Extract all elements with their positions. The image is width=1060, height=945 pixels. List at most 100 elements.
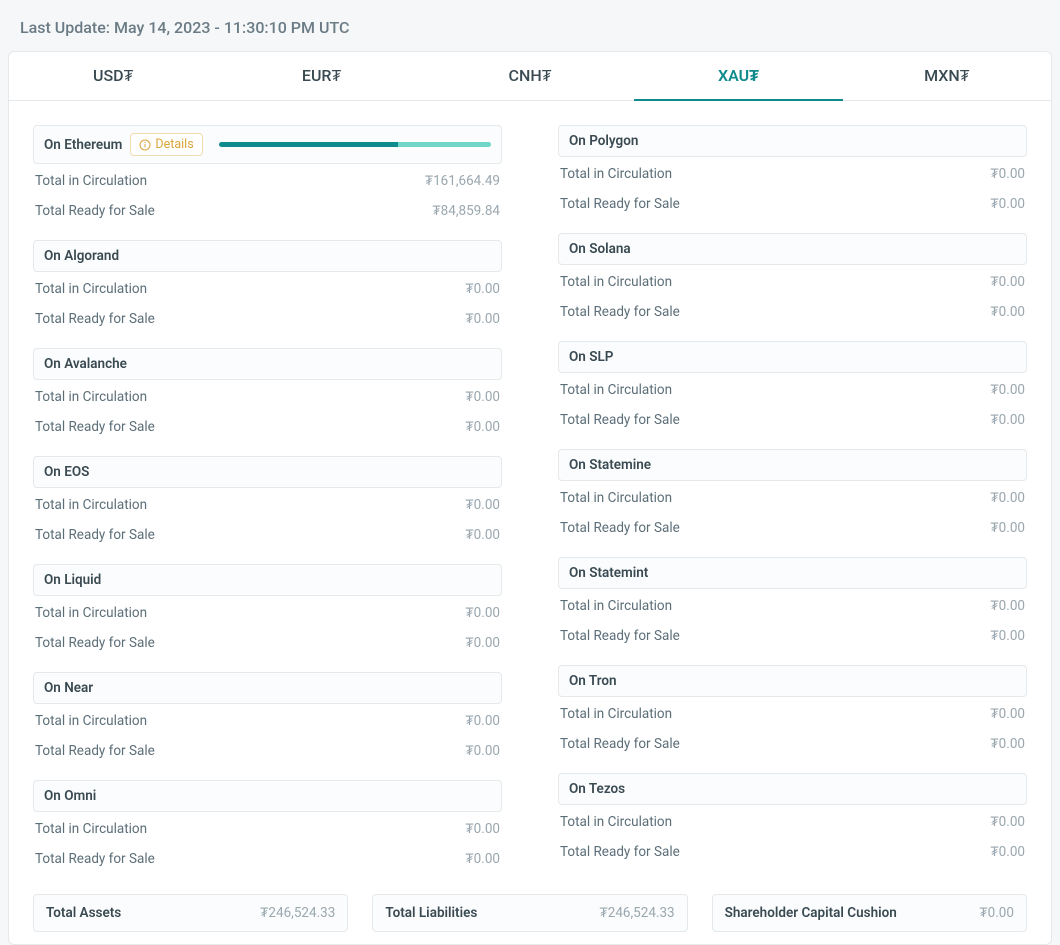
ready-label: Total Ready for Sale	[35, 527, 155, 543]
ready-row: Total Ready for Sale₮0.00	[33, 734, 502, 764]
chain-header: On Statemint	[558, 557, 1027, 589]
chain-block: On OmniTotal in Circulation₮0.00Total Re…	[33, 780, 502, 872]
chain-block: On PolygonTotal in Circulation₮0.00Total…	[558, 125, 1027, 217]
ready-value: ₮0.00	[990, 628, 1025, 644]
circulation-row: Total in Circulation₮0.00	[558, 265, 1027, 295]
tab-usd[interactable]: USD₮	[9, 52, 217, 100]
circulation-row: Total in Circulation₮0.00	[558, 157, 1027, 187]
circulation-value: ₮0.00	[465, 713, 500, 729]
ready-row: Total Ready for Sale₮0.00	[558, 187, 1027, 217]
ready-label: Total Ready for Sale	[560, 520, 680, 536]
ready-label: Total Ready for Sale	[560, 196, 680, 212]
ready-row: Total Ready for Sale ₮0.00	[33, 842, 502, 872]
ready-row: Total Ready for Sale₮0.00	[558, 835, 1027, 865]
circulation-progress	[219, 142, 491, 147]
ready-value: ₮0.00	[990, 520, 1025, 536]
chain-block: On TronTotal in Circulation₮0.00Total Re…	[558, 665, 1027, 757]
ready-label: Total Ready for Sale	[35, 635, 155, 651]
chain-block: On StatemintTotal in Circulation₮0.00Tot…	[558, 557, 1027, 649]
chain-column: On Polygon Total in Circulation ₮0.00 Total…	[558, 125, 1027, 888]
circulation-label: Total in Circulation	[35, 605, 147, 621]
tab-cnh[interactable]: CNH₮	[426, 52, 634, 100]
ready-label: Total Ready for Sale	[35, 419, 155, 435]
chain-block: On SolanaTotal in Circulation₮0.00Total …	[558, 233, 1027, 325]
transparency-card: USD₮EUR₮CNH₮XAU₮MXN₮ On Ethereum Details T…	[8, 51, 1052, 945]
chain-title: On Algorand	[44, 248, 119, 264]
ready-value: ₮0.00	[465, 635, 500, 651]
chain-grid: On Ethereum Details Total in Circulation₮1…	[33, 125, 1027, 888]
chain-header: On Avalanche	[33, 348, 502, 380]
chain-header: On Polygon	[558, 125, 1027, 157]
chain-header: On Algorand	[33, 240, 502, 272]
ready-row: Total Ready for Sale₮0.00	[558, 403, 1027, 433]
tab-xau[interactable]: XAU₮	[634, 52, 842, 100]
chain-title: On Near	[44, 680, 93, 696]
ready-label: Total Ready for Sale	[560, 304, 680, 320]
circulation-row: Total in Circulation₮161,664.49	[33, 164, 502, 194]
circulation-value: ₮0.00	[465, 821, 500, 837]
chain-header: On Liquid	[33, 564, 502, 596]
circulation-label: Total in Circulation	[35, 497, 147, 513]
circulation-label: Total in Circulation	[35, 389, 147, 405]
circulation-row: Total in Circulation ₮0.00	[558, 697, 1027, 727]
content: On Ethereum Details Total in Circulation₮1…	[9, 101, 1051, 944]
total-value: ₮0.00	[979, 905, 1014, 921]
chain-header: On Solana	[558, 233, 1027, 265]
ready-label: Total Ready for Sale	[560, 628, 680, 644]
circulation-label: Total in Circulation	[560, 598, 672, 614]
ready-value: ₮0.00	[990, 844, 1025, 860]
chain-block: On SLPTotal in Circulation₮0.00Total Rea…	[558, 341, 1027, 433]
total-label: Total Liabilities	[385, 905, 477, 921]
ready-row: Total Ready for Sale₮84,859.84	[33, 194, 502, 224]
circulation-row: Total in Circulation₮0.00	[558, 589, 1027, 619]
circulation-label: Total in Circulation	[560, 706, 672, 722]
chain-block: On Liquid Total in Circulation ₮0.00 Total …	[33, 564, 502, 656]
ready-label: Total Ready for Sale	[35, 311, 155, 327]
chain-title: On Tezos	[569, 781, 625, 797]
chain-title: On Statemine	[569, 457, 651, 473]
chain-title: On EOS	[44, 464, 89, 480]
circulation-value: ₮0.00	[990, 814, 1025, 830]
total-value: ₮246,524.33	[599, 905, 674, 921]
tab-eur[interactable]: EUR₮	[217, 52, 425, 100]
chain-block: On Ethereum Details Total in Circulation₮1…	[33, 125, 502, 224]
total-label: Total Assets	[46, 905, 121, 921]
ready-label: Total Ready for Sale	[35, 743, 155, 759]
totals-row: Total Assets₮246,524.33Total Liabilities…	[33, 894, 1027, 932]
chain-block: On TezosTotal in Circulation₮0.00Total R…	[558, 773, 1027, 865]
circulation-row: Total in Circulation₮0.00	[33, 380, 502, 410]
ready-value: ₮0.00	[465, 851, 500, 867]
chain-title: On Ethereum	[44, 137, 122, 153]
total-card: Total Liabilities ₮246,524.33	[372, 894, 687, 932]
circulation-value: ₮0.00	[465, 281, 500, 297]
tab-mxn[interactable]: MXN₮	[843, 52, 1051, 100]
chain-block: On EOSTotal in Circulation₮0.00Total Rea…	[33, 456, 502, 548]
ready-value: ₮0.00	[465, 419, 500, 435]
ready-row: Total Ready for Sale₮0.00	[558, 295, 1027, 325]
circulation-row: Total in Circulation₮0.00	[33, 488, 502, 518]
total-value: ₮246,524.33	[260, 905, 335, 921]
ready-row: Total Ready for Sale ₮0.00	[33, 410, 502, 440]
circulation-label: Total in Circulation	[35, 281, 147, 297]
circulation-row: Total in Circulation₮0.00	[33, 704, 502, 734]
details-button[interactable]: Details	[130, 133, 202, 156]
circulation-value: ₮0.00	[990, 382, 1025, 398]
circulation-value: ₮0.00	[990, 706, 1025, 722]
chain-title: On Statemint	[569, 565, 648, 581]
ready-label: Total Ready for Sale	[35, 203, 155, 219]
chain-title: On Tron	[569, 673, 617, 689]
circulation-row: Total in Circulation ₮0.00	[33, 272, 502, 302]
chain-header: On Omni	[33, 780, 502, 812]
progress-segment-ready	[398, 142, 491, 147]
ready-row: Total Ready for Sale₮0.00	[33, 302, 502, 332]
total-card: Total Assets ₮246,524.33	[33, 894, 348, 932]
chain-title: On Omni	[44, 788, 96, 804]
chain-block: On AlgorandTotal in Circulation₮0.00Tota…	[33, 240, 502, 332]
ready-row: Total Ready for Sale₮0.00	[33, 518, 502, 548]
chain-title: On SLP	[569, 349, 613, 365]
currency-tabs: USD₮EUR₮CNH₮XAU₮MXN₮	[9, 52, 1051, 101]
chain-title: On Polygon	[569, 133, 638, 149]
chain-header: On Tezos	[558, 773, 1027, 805]
ready-label: Total Ready for Sale	[35, 851, 155, 867]
ready-row: Total Ready for Sale ₮0.00	[558, 511, 1027, 541]
